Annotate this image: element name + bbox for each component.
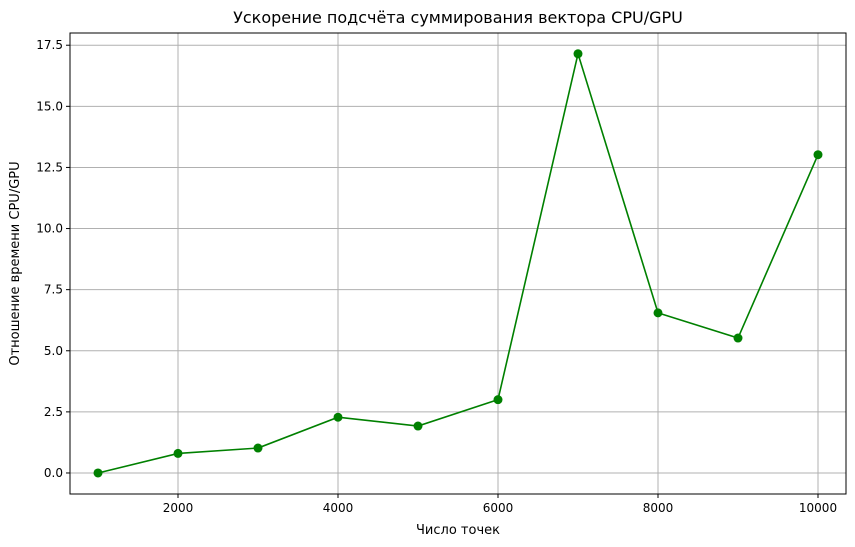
series-line — [97, 50, 819, 474]
y-tick-label: 7.5 — [44, 283, 63, 297]
x-tick-label: 6000 — [483, 501, 514, 515]
data-point — [173, 448, 183, 458]
y-tick-label: 12.5 — [36, 160, 63, 174]
plot-frame — [69, 32, 847, 495]
data-point — [733, 333, 743, 343]
data-point — [253, 443, 263, 453]
data-point — [653, 308, 663, 318]
series-layer — [93, 49, 823, 478]
x-axis-label: Число точек — [416, 523, 500, 538]
y-tick-label: 0.0 — [44, 466, 63, 480]
y-tick-label: 17.5 — [36, 38, 63, 52]
x-tick-label: 10000 — [799, 501, 837, 515]
chart-title: Ускорение подсчёта суммирования вектора … — [233, 8, 683, 27]
x-axis-ticks: 2000 4000 6000 8000 10000 — [163, 494, 837, 515]
x-tick-label: 2000 — [163, 501, 194, 515]
data-point — [333, 412, 343, 422]
data-point — [493, 395, 503, 405]
x-tick-label: 8000 — [643, 501, 674, 515]
data-point — [813, 150, 823, 160]
y-tick-label: 5.0 — [44, 344, 63, 358]
y-axis-ticks: 0.0 2.5 5.0 7.5 10.0 12.5 15.0 17.5 — [36, 38, 70, 480]
y-tick-label: 15.0 — [36, 99, 63, 113]
y-axis-label: Отношение времени CPU/GPU — [8, 161, 23, 365]
data-point — [573, 49, 583, 59]
data-point — [93, 468, 103, 478]
x-tick-label: 4000 — [323, 501, 354, 515]
y-tick-label: 10.0 — [36, 222, 63, 236]
data-point — [413, 421, 423, 431]
grid — [70, 33, 846, 494]
y-tick-label: 2.5 — [44, 405, 63, 419]
